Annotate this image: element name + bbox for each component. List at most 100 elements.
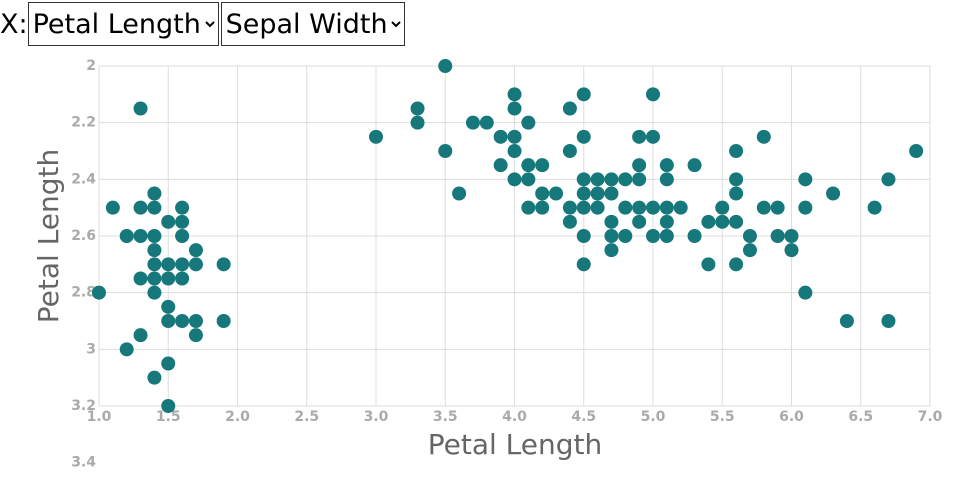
point (687, 229, 702, 243)
point (632, 129, 647, 144)
point (604, 186, 619, 201)
controls: X: Petal Length Sepal Width (0, 2, 407, 46)
point (576, 200, 591, 215)
point (632, 200, 647, 215)
point (369, 129, 383, 144)
point (161, 356, 176, 371)
point (147, 285, 162, 300)
point (521, 200, 536, 215)
point (161, 257, 176, 272)
x-tick-label: 5.0 (641, 409, 666, 425)
x-tick-label: 7.0 (918, 409, 943, 425)
point (507, 144, 522, 158)
point (535, 186, 550, 201)
y-tick-label: 2.2 (71, 115, 96, 131)
y-tick-label: 2 (86, 58, 96, 74)
point (549, 186, 564, 201)
x-tick-label: 2.0 (225, 409, 250, 425)
point (590, 186, 605, 201)
point (604, 214, 619, 229)
point (646, 129, 660, 144)
point (604, 172, 619, 187)
y-tick-label: 2.4 (71, 171, 96, 187)
x-tick-label: 4.0 (502, 409, 527, 425)
point (175, 214, 190, 229)
y-tick-label: 2.6 (71, 228, 96, 244)
point (521, 115, 536, 130)
point (175, 271, 190, 286)
point (798, 172, 813, 187)
point (147, 370, 162, 385)
point (175, 229, 190, 243)
x-tick-label: 6.5 (848, 409, 873, 425)
point (756, 200, 771, 215)
point (701, 214, 716, 229)
point (147, 186, 162, 201)
point (784, 229, 799, 243)
point (410, 101, 425, 116)
point (729, 172, 744, 187)
point (188, 243, 203, 258)
point (659, 172, 674, 187)
point (562, 200, 577, 215)
point (576, 87, 591, 102)
point (715, 200, 730, 215)
point (590, 200, 605, 215)
y-tick-label: 3.2 (71, 398, 96, 414)
point (646, 87, 660, 102)
point (604, 243, 619, 258)
point (729, 257, 744, 272)
point (133, 101, 148, 116)
y-tick-label: 2.8 (71, 285, 96, 301)
point (535, 158, 550, 173)
x-tick-label: 1.5 (156, 409, 181, 425)
point (438, 59, 453, 73)
point (465, 115, 480, 130)
point (188, 257, 203, 272)
x-tick-label: 4.5 (571, 409, 596, 425)
point (770, 200, 785, 215)
point (742, 243, 757, 258)
point (742, 229, 757, 243)
point (729, 214, 744, 229)
point (632, 172, 647, 187)
point (133, 271, 148, 286)
y-tick-label: 3 (86, 341, 96, 357)
point (507, 87, 522, 102)
point (909, 144, 924, 158)
point (438, 144, 453, 158)
point (147, 243, 162, 258)
point (576, 229, 591, 243)
point (784, 243, 799, 258)
point (521, 158, 536, 173)
x-tick-label: 3.0 (364, 409, 389, 425)
y-tick-label: 3.4 (71, 455, 96, 471)
point (756, 129, 771, 144)
point (147, 229, 162, 243)
point (646, 200, 660, 215)
point (729, 186, 744, 201)
point (618, 200, 633, 215)
point (839, 314, 854, 328)
point (535, 200, 550, 215)
x-select[interactable]: Petal Length (27, 2, 219, 46)
point (618, 172, 633, 187)
x-label: X: (0, 8, 28, 40)
point (687, 158, 702, 173)
point (770, 229, 785, 243)
point (161, 299, 176, 314)
point (715, 214, 730, 229)
point (133, 328, 148, 343)
point (576, 172, 591, 187)
point (826, 186, 841, 201)
point (673, 200, 688, 215)
point (161, 314, 176, 328)
point (147, 257, 162, 272)
point (161, 399, 176, 413)
y-select[interactable]: Sepal Width (220, 2, 405, 46)
point (119, 229, 134, 243)
point (562, 144, 577, 158)
point (590, 172, 605, 187)
